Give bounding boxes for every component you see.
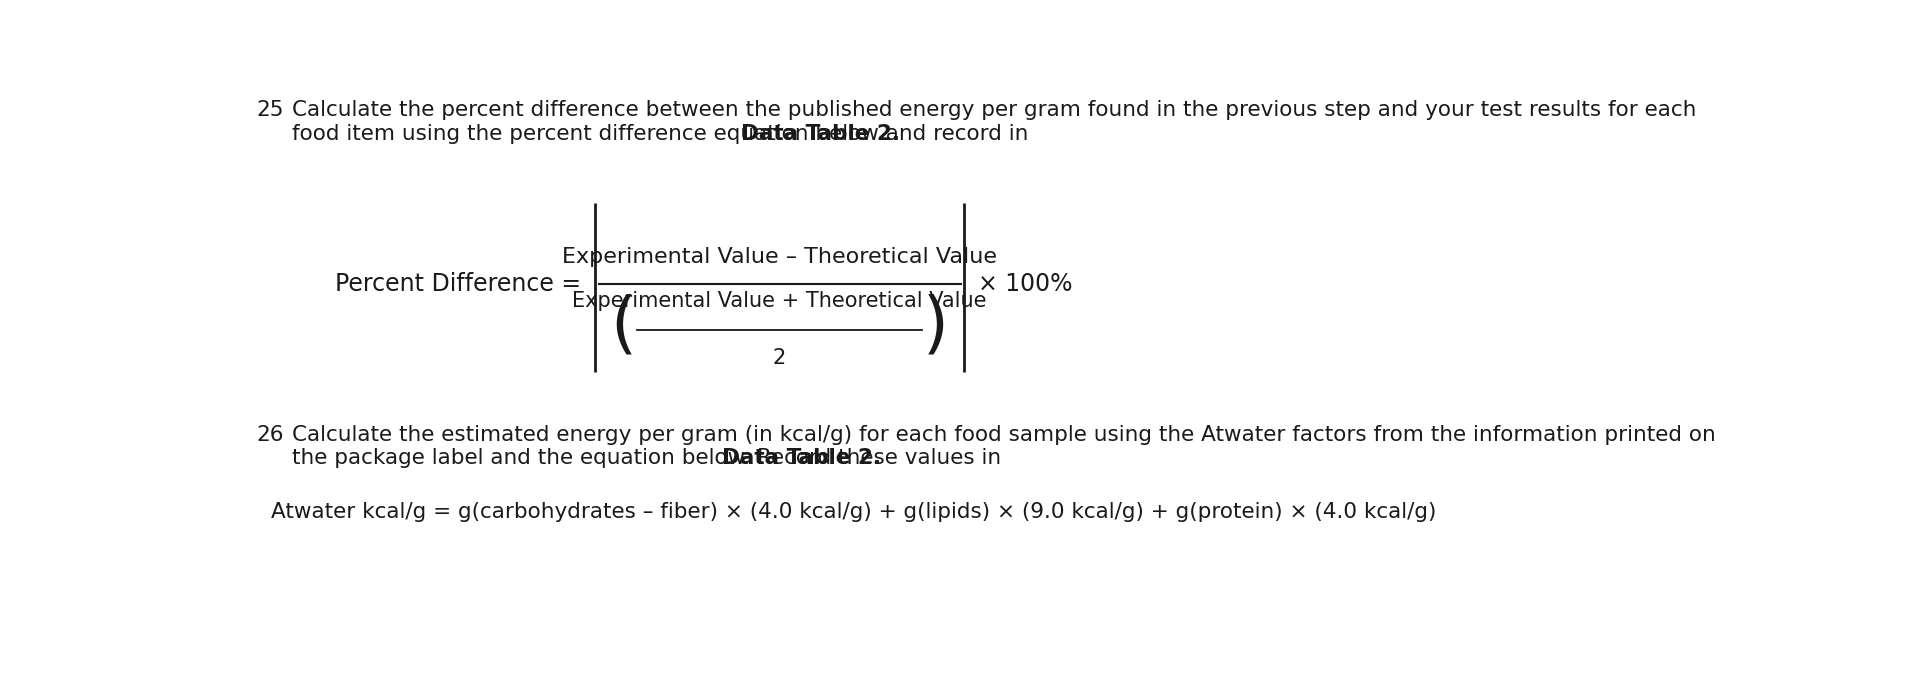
Text: Calculate the percent difference between the published energy per gram found in : Calculate the percent difference between…: [292, 100, 1697, 120]
Text: Atwater kcal/g = g(carbohydrates – fiber) × (4.0 kcal/g) + g(lipids) × (9.0 kcal: Atwater kcal/g = g(carbohydrates – fiber…: [270, 502, 1437, 521]
Text: Data Table 2.: Data Table 2.: [721, 448, 880, 468]
Text: Experimental Value – Theoretical Value: Experimental Value – Theoretical Value: [562, 247, 997, 267]
Text: the package label and the equation below. Record these values in: the package label and the equation below…: [292, 448, 1009, 468]
Text: Percent Difference =: Percent Difference =: [334, 271, 581, 296]
Text: (: (: [610, 293, 637, 359]
Text: × 100%: × 100%: [978, 271, 1072, 296]
Text: 2: 2: [773, 349, 786, 368]
Text: ): ): [923, 293, 949, 359]
Text: food item using the percent difference equation below and record in: food item using the percent difference e…: [292, 124, 1036, 143]
Text: Experimental Value + Theoretical Value: Experimental Value + Theoretical Value: [572, 292, 986, 311]
Text: Calculate the estimated energy per gram (in kcal/g) for each food sample using t: Calculate the estimated energy per gram …: [292, 425, 1717, 445]
Text: 26: 26: [257, 425, 284, 445]
Text: 25: 25: [257, 100, 284, 120]
Text: Data Table 2.: Data Table 2.: [742, 124, 901, 143]
